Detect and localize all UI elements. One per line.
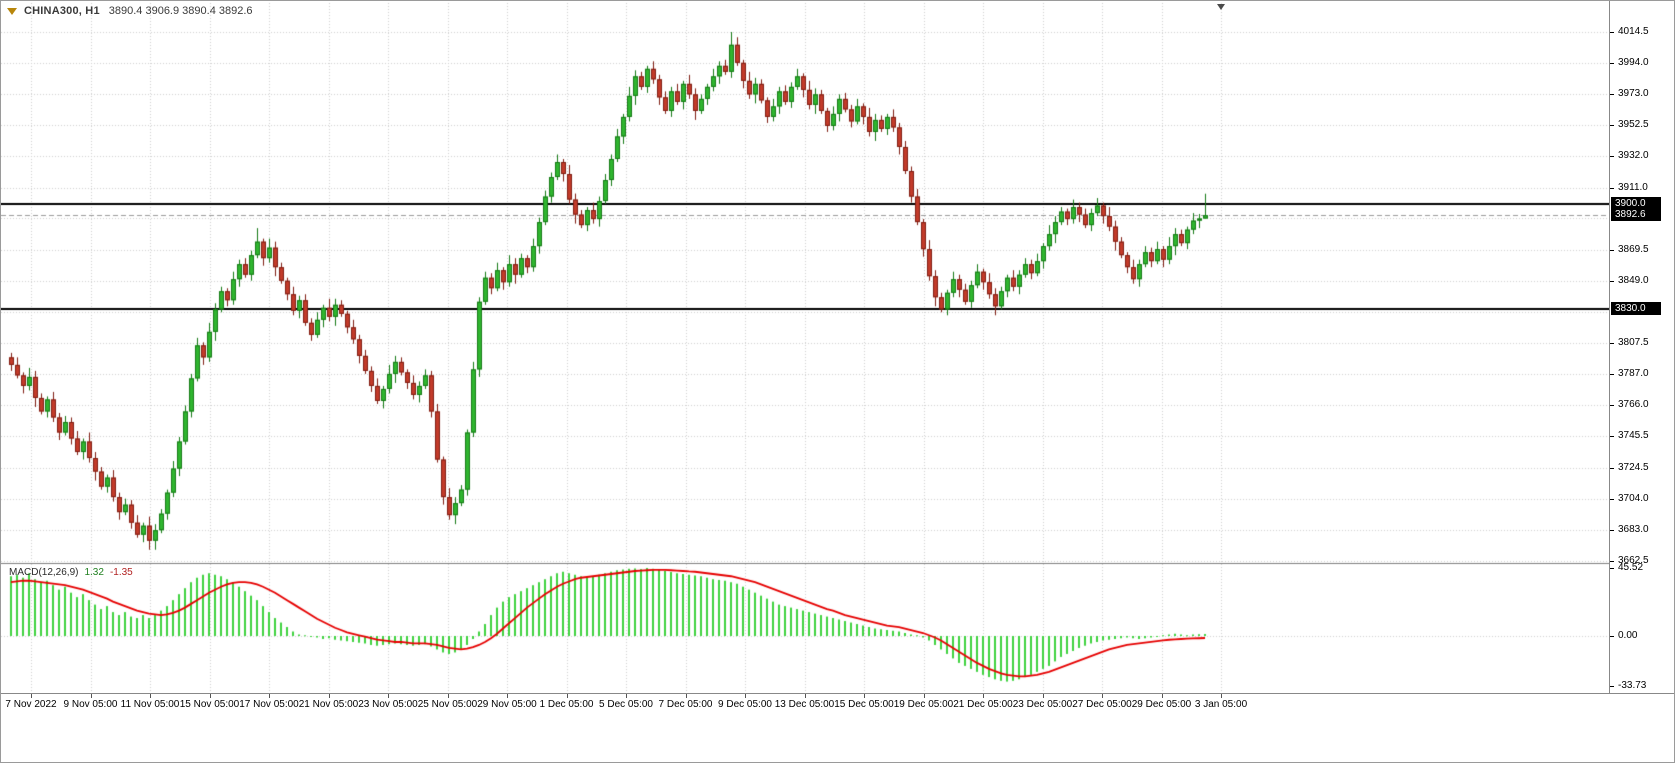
macd-axis-label: 45.52: [1618, 562, 1644, 573]
price-axis-label: 3849.0: [1618, 274, 1649, 286]
price-axis-tick: [1610, 32, 1614, 33]
price-axis-tick: [1610, 188, 1614, 189]
time-axis-label: 19 Dec 05:00: [893, 699, 954, 710]
time-axis[interactable]: 7 Nov 2022 9 Nov 05:00 11 Nov 05:00 15 Nov …: [1, 693, 1674, 716]
price-axis-label: 3766.0: [1618, 399, 1649, 411]
time-axis-tick: [388, 694, 389, 698]
time-axis-tick: [329, 694, 330, 698]
price-axis-tick: [1610, 436, 1614, 437]
time-axis-tick: [448, 694, 449, 698]
price-axis-label: 3994.0: [1618, 56, 1649, 68]
time-axis-tick: [31, 694, 32, 698]
macd-axis-label: 0.00: [1618, 630, 1638, 641]
chart-shift-marker[interactable]: [1217, 4, 1225, 10]
time-axis-label: 3 Jan 05:00: [1194, 699, 1248, 710]
time-axis-tick: [626, 694, 627, 698]
price-axis-label: 3911.0: [1618, 181, 1648, 193]
macd-axis-tick: [1610, 568, 1614, 569]
price-axis-label: 3704.0: [1618, 492, 1649, 504]
time-axis-label: 23 Nov 05:00: [358, 699, 418, 710]
macd-axis-tick: [1610, 686, 1614, 687]
price-axis-tick: [1610, 94, 1614, 95]
time-axis-label: 7 Dec 05:00: [658, 699, 713, 710]
macd-name-label: MACD(12,26,9): [9, 567, 79, 578]
time-axis-tick: [983, 694, 984, 698]
price-axis-tick: [1610, 468, 1614, 469]
price-axis-tick: [1610, 281, 1614, 282]
time-axis-label: 21 Dec 05:00: [953, 699, 1013, 710]
price-axis-label: 3787.0: [1618, 367, 1649, 379]
price-axis[interactable]: 4014.5 3994.0 3973.0 3952.5 3932.0 3911.0 3869…: [1609, 1, 1674, 693]
price-axis-tick: [1610, 63, 1614, 64]
price-axis-label: 4014.5: [1618, 26, 1649, 37]
price-badge: 3900.0: [1611, 197, 1661, 211]
time-axis-tick: [805, 694, 806, 698]
time-axis-tick: [745, 694, 746, 698]
time-axis-label: 5 Dec 05:00: [599, 699, 653, 710]
time-axis-tick: [210, 694, 211, 698]
time-axis-tick: [924, 694, 925, 698]
time-axis-tick: [150, 694, 151, 698]
time-axis-tick: [567, 694, 568, 698]
time-axis-label: 27 Dec 05:00: [1072, 699, 1132, 710]
price-axis-tick: [1610, 156, 1614, 157]
price-axis-tick: [1610, 250, 1614, 251]
price-axis-tick: [1610, 499, 1614, 500]
time-axis-label: 1 Dec 05:00: [539, 699, 594, 710]
price-axis-label: 3807.5: [1618, 337, 1649, 349]
time-axis-tick: [269, 694, 270, 698]
price-axis-label: 3869.5: [1618, 243, 1649, 255]
price-axis-label: 3973.0: [1618, 88, 1649, 100]
time-axis-label: 9 Dec 05:00: [718, 699, 772, 710]
time-axis-label: 25 Nov 05:00: [417, 699, 478, 710]
time-axis-label: 11 Nov 05:00: [120, 699, 180, 710]
time-axis-tick: [1102, 694, 1103, 698]
time-axis-tick: [507, 694, 508, 698]
price-axis-label: 3662.5: [1618, 555, 1649, 566]
price-axis-label: 3724.5: [1618, 461, 1649, 473]
time-axis-tick: [686, 694, 687, 698]
time-axis-label: 9 Nov 05:00: [63, 699, 118, 710]
symbol-header: CHINA300, H1 3890.4 3906.9 3890.4 3892.6: [7, 5, 253, 17]
macd-indicator-label: MACD(12,26,9) 1.32 -1.35: [9, 567, 133, 578]
time-axis-label: 15 Dec 05:00: [834, 699, 894, 710]
time-axis-label: 7 Nov 2022: [5, 699, 57, 710]
price-badge: 3830.0: [1611, 302, 1661, 316]
price-axis-label: 3745.5: [1618, 430, 1649, 442]
time-axis-tick: [1221, 694, 1222, 698]
time-axis-label: 15 Nov 05:00: [179, 699, 240, 710]
macd-main-value: 1.32: [84, 567, 104, 578]
price-axis-tick: [1610, 561, 1614, 562]
time-axis-tick: [91, 694, 92, 698]
symbol-dropdown-icon[interactable]: [7, 7, 17, 15]
price-axis-tick: [1610, 125, 1614, 126]
time-axis-label: 29 Dec 05:00: [1131, 699, 1192, 710]
time-axis-label: 21 Nov 05:00: [298, 699, 359, 710]
price-axis-label: 3952.5: [1618, 119, 1649, 131]
time-axis-tick: [1043, 694, 1044, 698]
time-axis-tick: [1162, 694, 1163, 698]
macd-signal-value: -1.35: [109, 567, 133, 578]
symbol-period-label: CHINA300, H1: [24, 5, 100, 17]
price-axis-label: 3932.0: [1618, 149, 1649, 161]
price-axis-tick: [1610, 343, 1614, 344]
time-axis-tick: [864, 694, 865, 698]
macd-axis-label: -33.73: [1618, 680, 1647, 692]
time-axis-label: 13 Dec 05:00: [774, 699, 835, 710]
price-axis-tick: [1610, 405, 1614, 406]
price-badge: 3892.6: [1611, 208, 1661, 222]
chart-canvas[interactable]: [1, 1, 1609, 693]
price-axis-tick: [1610, 530, 1614, 531]
macd-axis-tick: [1610, 636, 1614, 637]
ohlc-quote-label: 3890.4 3906.9 3890.4 3892.6: [108, 5, 253, 17]
price-axis-tick: [1610, 374, 1614, 375]
time-axis-label: 17 Nov 05:00: [239, 699, 299, 710]
time-axis-label: 23 Dec 05:00: [1012, 699, 1073, 710]
time-axis-label: 29 Nov 05:00: [477, 699, 537, 710]
price-axis-label: 3683.0: [1618, 524, 1649, 536]
